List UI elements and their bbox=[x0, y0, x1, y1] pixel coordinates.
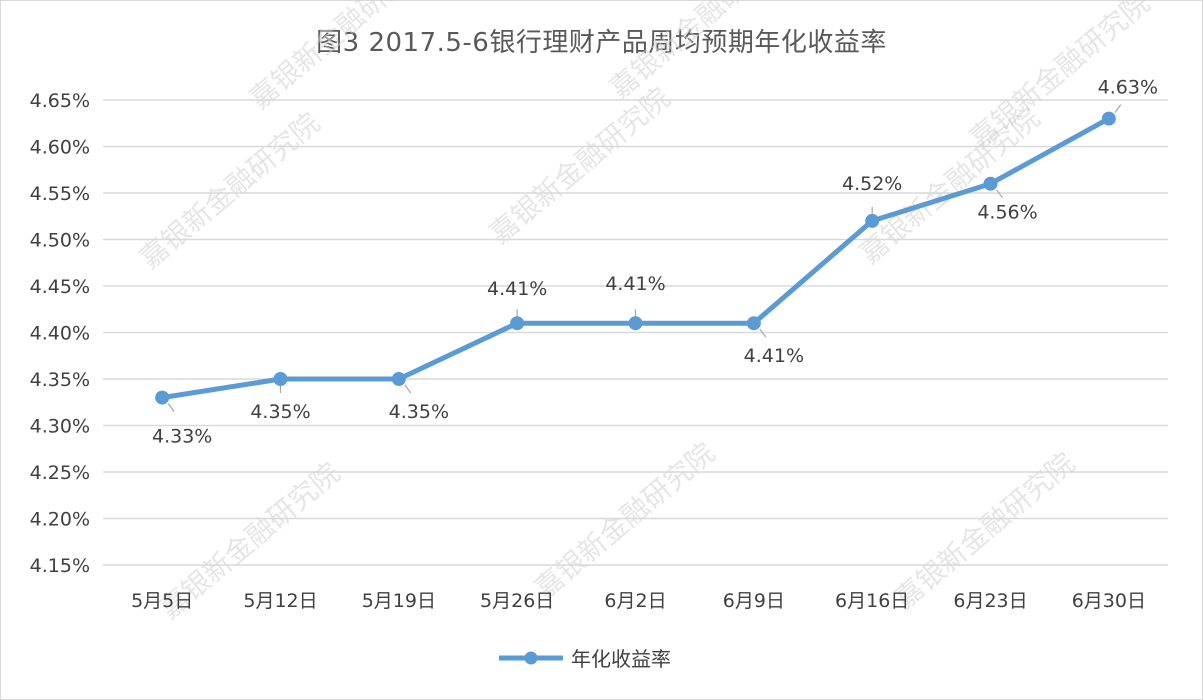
legend: 年化收益率 bbox=[499, 647, 671, 671]
x-tick-label: 5月19日 bbox=[362, 590, 436, 612]
data-label: 4.63% bbox=[1098, 77, 1158, 99]
x-axis-ticks: 5月5日 5月12日 5月19日 5月26日 6月2日 6月9日 6月16日 6月23日 6月3… bbox=[131, 590, 1146, 612]
y-tick-label: 4.55% bbox=[30, 183, 90, 205]
data-label-leader bbox=[167, 403, 175, 412]
x-tick-label: 6月9日 bbox=[723, 590, 785, 612]
watermark-text: 嘉银新金融研究院 bbox=[133, 106, 326, 275]
data-point bbox=[510, 316, 525, 331]
data-label-leader bbox=[404, 384, 412, 394]
watermark-text: 嘉银新金融研究院 bbox=[528, 436, 721, 605]
y-tick-label: 4.45% bbox=[30, 276, 90, 298]
data-point bbox=[391, 372, 406, 386]
x-tick-label: 6月30日 bbox=[1072, 590, 1146, 612]
data-point bbox=[1101, 111, 1116, 126]
data-point bbox=[155, 390, 170, 405]
y-tick-label: 4.40% bbox=[30, 323, 90, 345]
data-point bbox=[628, 316, 643, 331]
data-label: 4.56% bbox=[977, 202, 1037, 224]
data-label: 4.35% bbox=[250, 401, 310, 423]
data-label-leader bbox=[759, 328, 767, 338]
series-group: 4.33% 4.35% 4.35% 4.41% 4.41% 4.41% 4.52% 4.56%… bbox=[152, 77, 1158, 448]
y-tick-label: 4.50% bbox=[30, 230, 90, 252]
data-label: 4.41% bbox=[744, 345, 804, 367]
watermark-text: 嘉银新金融研究院 bbox=[603, 0, 796, 105]
x-tick-label: 5月12日 bbox=[243, 590, 317, 612]
watermark-text: 嘉银新金融研究院 bbox=[243, 0, 436, 115]
data-label: 4.41% bbox=[605, 273, 665, 295]
y-tick-label: 4.60% bbox=[30, 137, 90, 159]
x-tick-label: 6月23日 bbox=[953, 590, 1027, 612]
gridlines bbox=[103, 99, 1168, 566]
x-tick-label: 6月16日 bbox=[835, 590, 909, 612]
chart-title: 图3 2017.5-6银行理财产品周均预期年化收益率 bbox=[316, 28, 887, 58]
data-label-leader bbox=[996, 189, 1003, 199]
data-label-leader bbox=[1114, 104, 1122, 113]
y-tick-label: 4.65% bbox=[30, 90, 90, 112]
y-tick-label: 4.35% bbox=[30, 369, 90, 391]
x-tick-label: 6月2日 bbox=[604, 590, 666, 612]
legend-marker bbox=[524, 651, 538, 665]
legend-label: 年化收益率 bbox=[571, 647, 671, 671]
data-point bbox=[273, 372, 288, 386]
data-point bbox=[983, 176, 998, 191]
y-axis-ticks: 4.15% 4.20% 4.25% 4.30% 4.35% 4.40% 4.45% 4.50%… bbox=[30, 90, 90, 577]
y-tick-label: 4.25% bbox=[30, 462, 90, 484]
data-point bbox=[746, 316, 761, 331]
y-tick-label: 4.15% bbox=[30, 555, 90, 577]
y-tick-label: 4.30% bbox=[30, 416, 90, 438]
data-label: 4.41% bbox=[487, 278, 547, 300]
data-label: 4.52% bbox=[842, 173, 902, 195]
watermark-text: 嘉银新金融研究院 bbox=[483, 81, 676, 250]
data-point bbox=[865, 213, 880, 228]
x-tick-label: 5月26日 bbox=[480, 590, 554, 612]
x-tick-label: 5月5日 bbox=[131, 590, 193, 612]
y-tick-label: 4.20% bbox=[30, 509, 90, 531]
data-label: 4.33% bbox=[152, 426, 212, 448]
data-label: 4.35% bbox=[389, 401, 449, 423]
